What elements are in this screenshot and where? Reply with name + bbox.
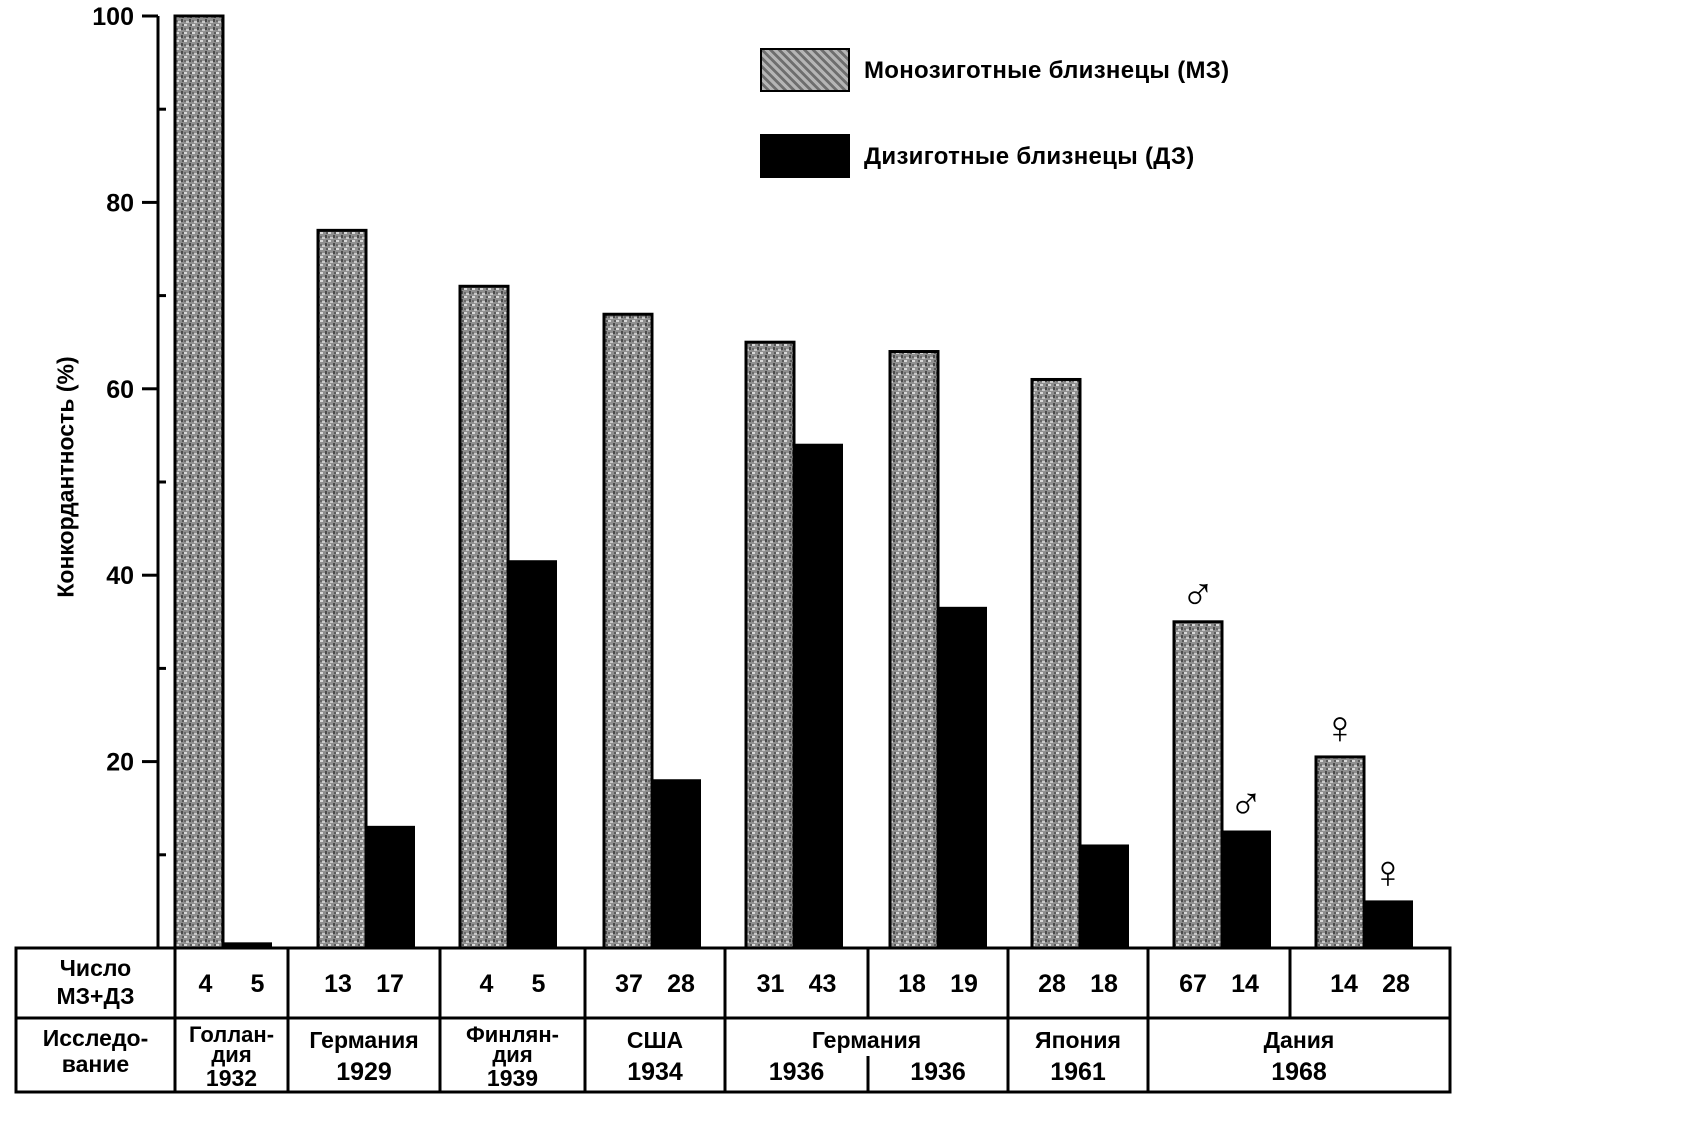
count-mz: 28 <box>1038 970 1066 998</box>
count-mz: 18 <box>898 970 926 998</box>
y-tick-label: 40 <box>106 562 134 590</box>
study-year: 1961 <box>1050 1058 1106 1086</box>
study-name: дия <box>492 1042 532 1067</box>
bar-mz <box>602 312 654 950</box>
y-tick-label: 100 <box>92 3 134 31</box>
sex-symbol-mz: ♂ <box>1181 566 1216 618</box>
bar-mz <box>1314 755 1366 950</box>
count-dz: 5 <box>251 970 265 998</box>
y-tick-label: 80 <box>106 189 134 217</box>
bar-dz <box>1221 830 1271 949</box>
y-axis-label: Конкордантность (%) <box>52 356 79 598</box>
count-dz: 28 <box>667 970 695 998</box>
study-year: 1936 <box>769 1058 825 1086</box>
legend-item-dz: Дизиготные близнецы (ДЗ) <box>760 134 1320 184</box>
legend-swatch-mz <box>760 48 850 92</box>
y-tick-label: 60 <box>106 376 134 404</box>
bar-mz <box>744 340 796 950</box>
bar-dz <box>1363 900 1413 950</box>
study-row-label: вание <box>62 1051 129 1077</box>
bar-dz <box>365 825 415 950</box>
sex-symbol-dz: ♀ <box>1371 845 1406 897</box>
sex-symbols: ♂ ♂ ♀ ♀ <box>1181 566 1406 898</box>
sex-symbol-dz: ♂ <box>1229 776 1264 828</box>
counts-row-label: Число <box>60 955 131 981</box>
count-dz: 43 <box>809 970 837 998</box>
count-dz: 28 <box>1382 970 1410 998</box>
bar-mz <box>888 350 940 950</box>
study-name: Финлян- <box>466 1022 559 1047</box>
study-row-label: Исследо- <box>43 1025 149 1051</box>
bar-dz <box>651 779 701 949</box>
count-mz: 67 <box>1179 970 1207 998</box>
study-name: дия <box>211 1042 251 1067</box>
study-year: 1929 <box>336 1058 392 1086</box>
table-border <box>14 946 1452 1094</box>
legend-item-mz: Монозиготные близнецы (МЗ) <box>760 48 1320 98</box>
legend-label-dz: Дизиготные близнецы (ДЗ) <box>864 143 1195 170</box>
bar-mz <box>1172 620 1224 950</box>
count-mz: 4 <box>480 970 494 998</box>
count-mz: 37 <box>615 970 643 998</box>
study-name: Япония <box>1035 1027 1121 1053</box>
count-mz: 14 <box>1330 970 1358 998</box>
study-name: Дания <box>1264 1027 1335 1053</box>
y-tick-label: 20 <box>106 749 134 777</box>
bar-mz <box>173 14 225 950</box>
sex-symbol-mz: ♀ <box>1323 701 1358 753</box>
study-name: США <box>627 1027 683 1053</box>
study-year: 1936 <box>910 1058 966 1086</box>
study-year: 1968 <box>1271 1058 1327 1086</box>
count-dz: 5 <box>532 970 546 998</box>
bar-dz <box>507 560 557 949</box>
counts-row-label: МЗ+ДЗ <box>56 983 134 1009</box>
count-dz: 19 <box>950 970 978 998</box>
bar-dz <box>1079 844 1129 949</box>
y-axis: 20 40 60 80 100 <box>92 3 166 948</box>
count-dz: 18 <box>1090 970 1118 998</box>
count-dz: 14 <box>1231 970 1259 998</box>
legend-swatch-dz <box>760 134 850 178</box>
legend-label-mz: Монозиготные близнецы (МЗ) <box>864 57 1230 84</box>
study-year: 1934 <box>627 1058 683 1086</box>
bar-mz <box>458 284 510 950</box>
bar-mz <box>316 228 368 950</box>
bars <box>173 14 1413 950</box>
count-mz: 4 <box>199 970 213 998</box>
count-mz: 13 <box>324 970 352 998</box>
study-year: 1939 <box>487 1065 538 1091</box>
bar-mz <box>1030 377 1082 950</box>
count-dz: 17 <box>376 970 404 998</box>
study-name: Германия <box>812 1027 921 1053</box>
study-name: Голлан- <box>189 1022 274 1047</box>
count-mz: 31 <box>757 970 785 998</box>
bar-dz <box>937 606 987 949</box>
bar-dz <box>793 443 843 949</box>
study-name: Германия <box>309 1027 418 1053</box>
study-year: 1932 <box>206 1065 257 1091</box>
